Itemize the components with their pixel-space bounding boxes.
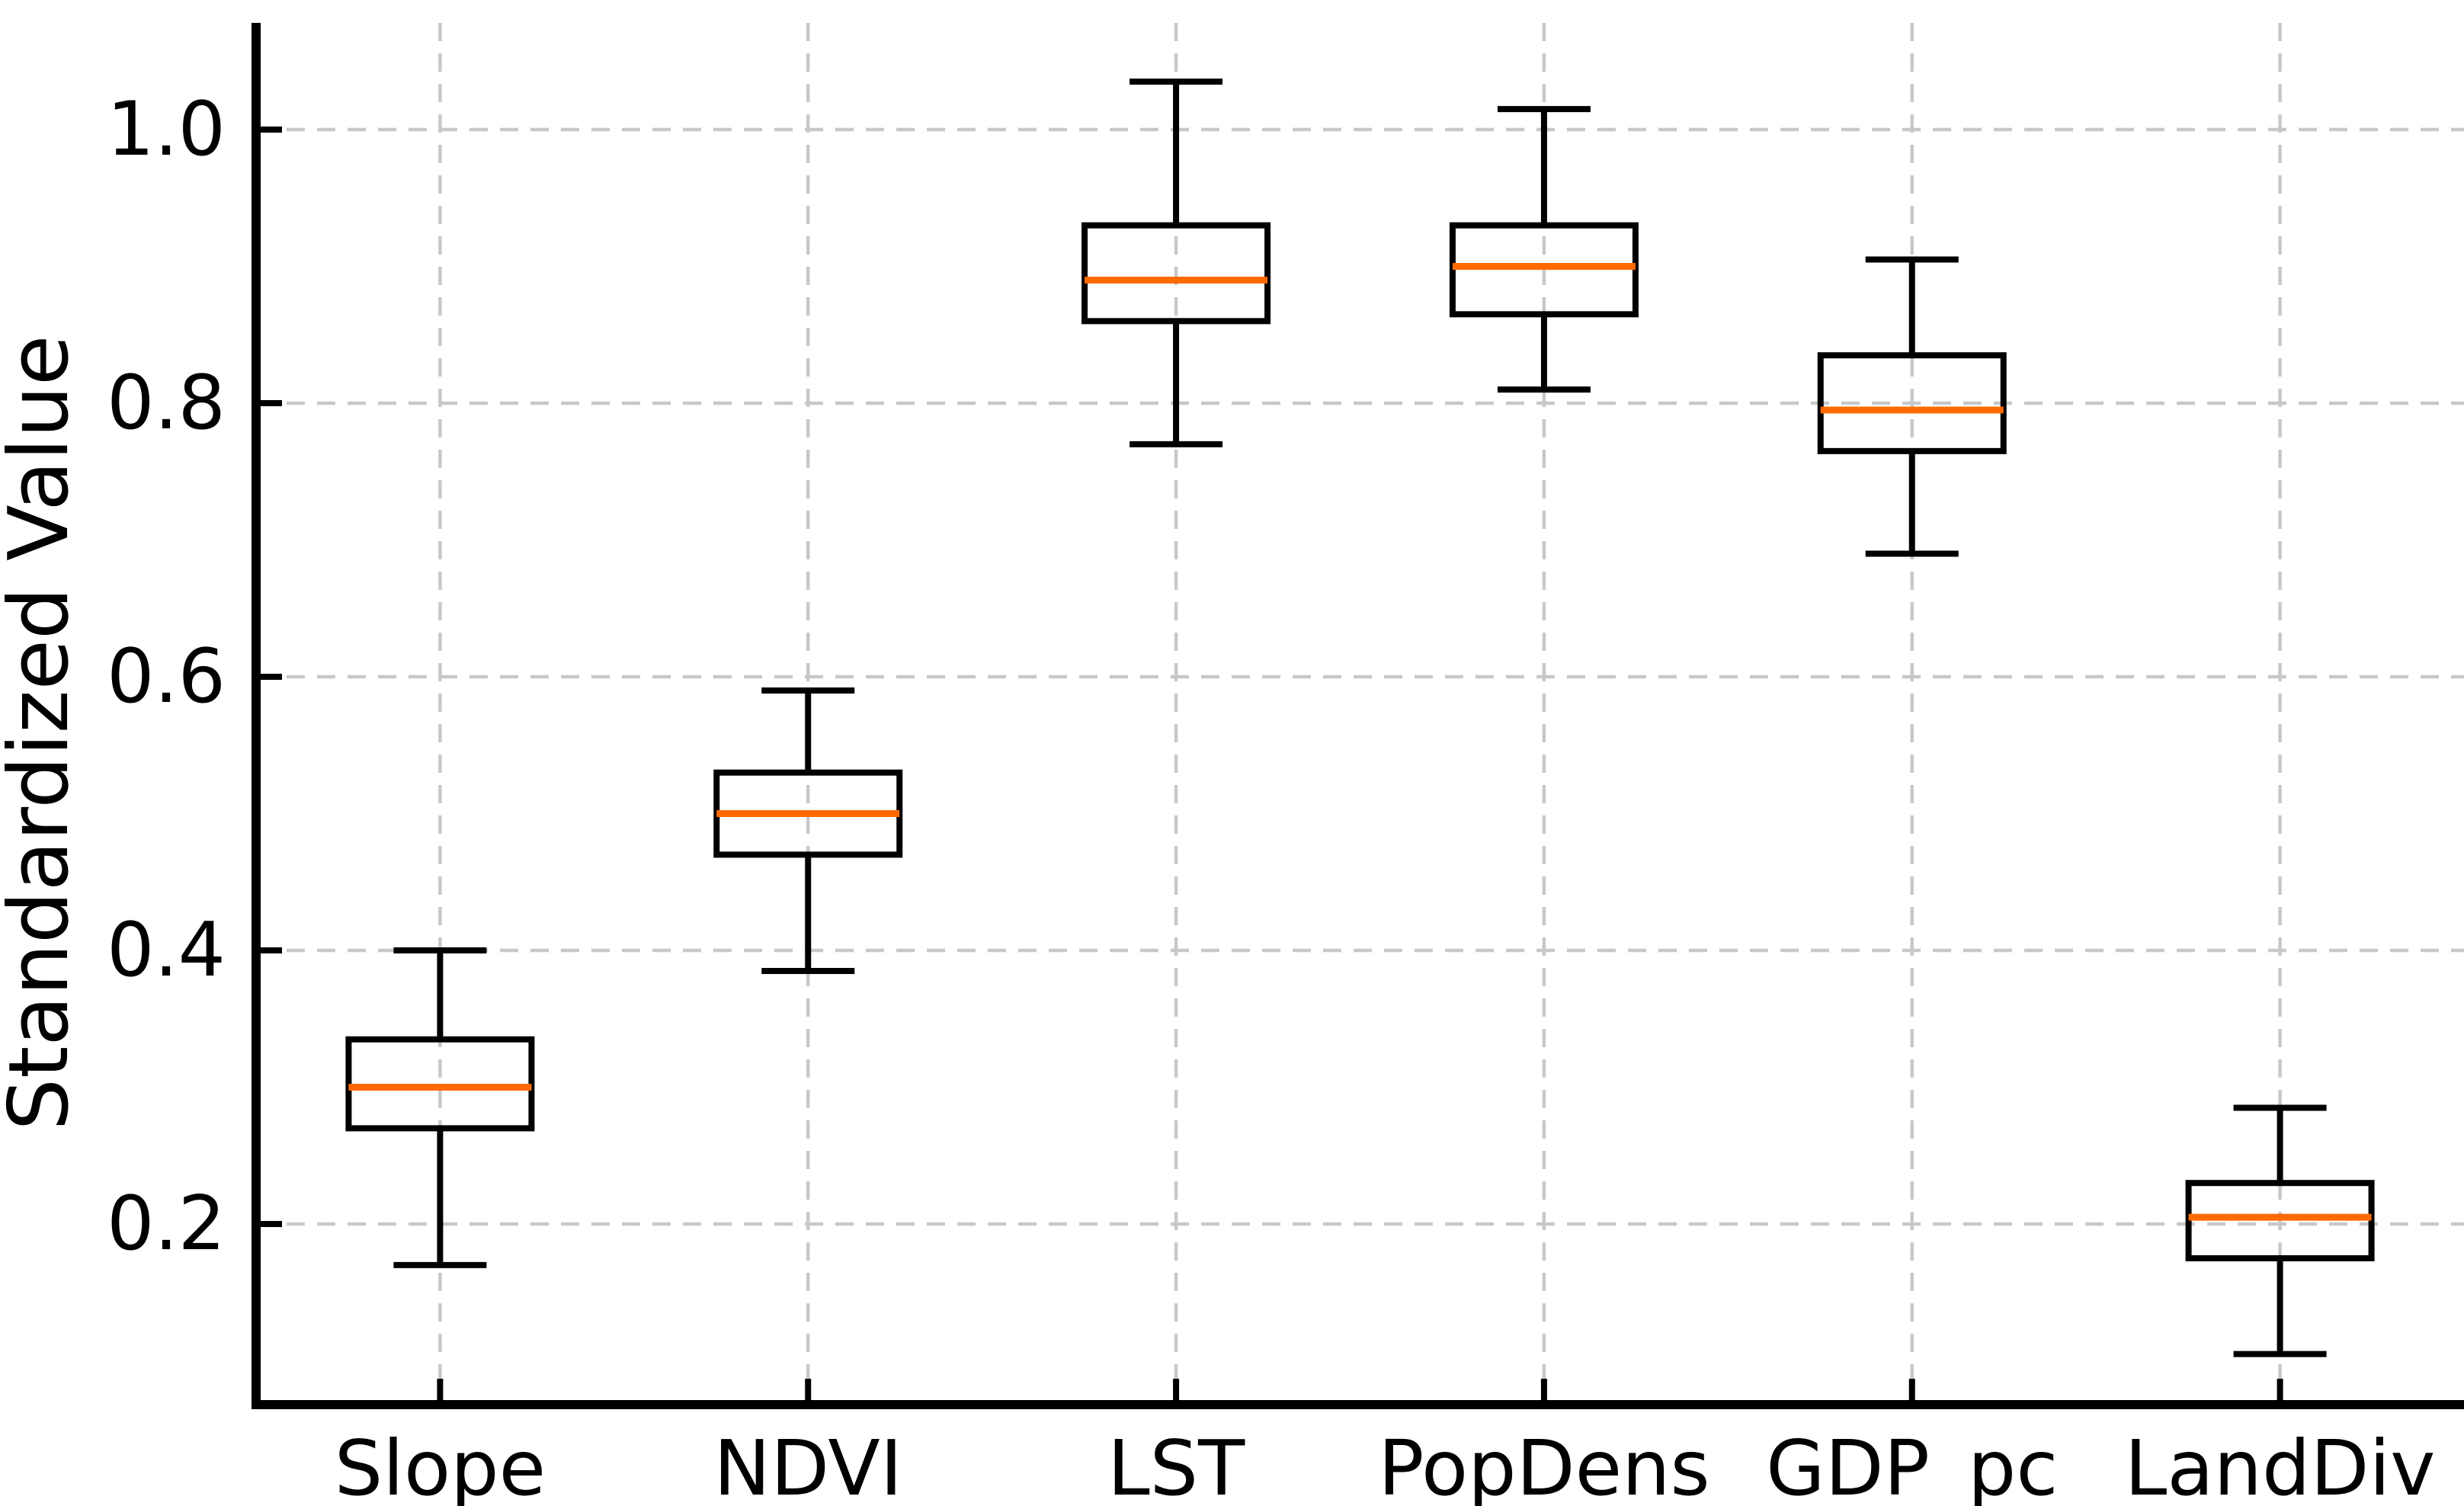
box-GDP_pc [1817,256,2007,557]
tick-labels: 0.2 0.4 0.6 0.8 1.0 Slope NDVI LST PopDens GDP_pc… [107,86,2435,1506]
y-tick-label: 0.6 [107,633,226,720]
y-tick-label: 0.8 [107,360,226,447]
tick-marks [256,127,2283,1405]
y-tick-label: 0.4 [107,907,226,994]
y-tick-label: 0.2 [107,1181,226,1267]
x-tick-label: NDVI [713,1424,902,1506]
box-PopDens [1449,106,1639,393]
box-NDVI [713,687,903,974]
x-tick-label: LandDiv [2125,1424,2436,1506]
x-tick-label: GDP_pc [1766,1424,2058,1506]
box-LandDiv [2185,1104,2375,1357]
x-tick-label: PopDens [1378,1424,1709,1506]
grid-lines [256,23,2464,1405]
axes [252,23,2464,1409]
y-tick-label: 1.0 [107,86,226,173]
x-tick-label: Slope [335,1424,546,1506]
box-LST [1081,79,1271,447]
iqr-box [1081,222,1271,325]
box-Slope [345,947,535,1268]
iqr-box [1817,352,2007,454]
y-axis-label: Standardized Value [0,335,87,1131]
x-tick-label: LST [1107,1424,1245,1506]
